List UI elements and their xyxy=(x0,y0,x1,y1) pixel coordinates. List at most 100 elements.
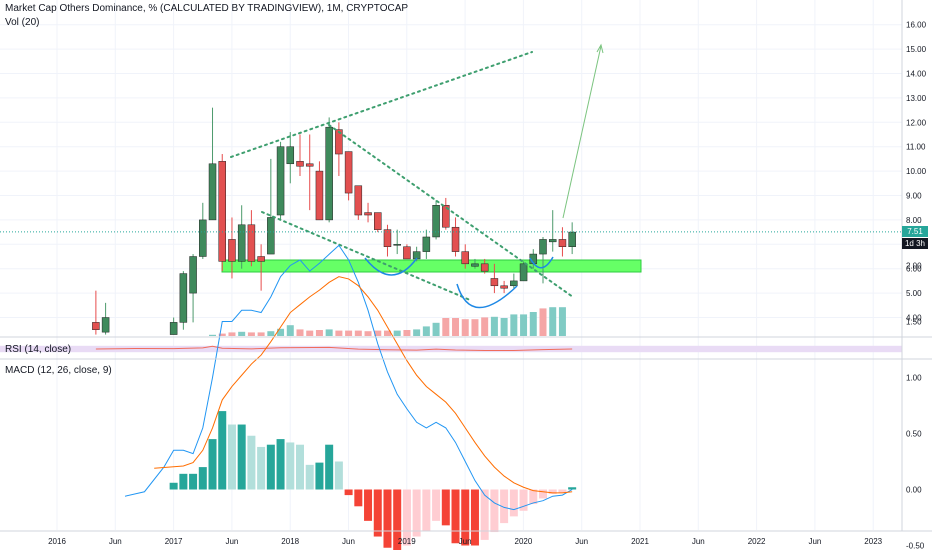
macd-histogram xyxy=(169,411,577,550)
price-tick-label: 16.00 xyxy=(906,21,927,30)
macd-histogram-bar xyxy=(500,489,509,524)
macd-axis[interactable]: 2.00 1.50 1.00 0.50 0.00 -0.50 xyxy=(906,262,925,550)
candle-body xyxy=(451,226,460,252)
candle-body xyxy=(179,273,188,323)
macd-histogram-bar xyxy=(198,467,207,490)
volume-bar xyxy=(481,317,489,336)
candle-body xyxy=(548,239,557,243)
macd-histogram-bar xyxy=(422,489,431,531)
price-tick-label: 6.00 xyxy=(906,265,922,274)
candle-body xyxy=(403,246,411,260)
price-tick-label: 10.00 xyxy=(906,167,927,176)
macd-histogram-bar xyxy=(470,489,479,546)
macd-histogram-bar xyxy=(441,489,450,526)
volume-bar xyxy=(267,331,275,336)
macd-histogram-bar xyxy=(548,489,557,494)
volume-bar xyxy=(549,307,557,336)
candle-body xyxy=(539,239,547,255)
macd-histogram-bar xyxy=(247,435,256,490)
macd-histogram-bar xyxy=(334,461,343,490)
candle-body xyxy=(208,163,217,221)
candle-body xyxy=(344,151,353,194)
price-tick-label: 13.00 xyxy=(906,94,927,103)
upper-trendline xyxy=(230,51,533,158)
price-tick-label: 5.00 xyxy=(906,289,922,298)
lower-trendline xyxy=(261,211,471,301)
macd-histogram-bar xyxy=(315,462,324,490)
candle-body xyxy=(510,280,518,287)
time-tick-label: Jun xyxy=(342,537,355,546)
volume-bar xyxy=(218,333,226,336)
vol-legend: Vol (20) xyxy=(5,17,40,28)
macd-histogram-bar xyxy=(266,444,275,490)
candle-body xyxy=(374,212,382,230)
price-tick-label: 15.00 xyxy=(906,45,927,54)
candle-body xyxy=(189,256,197,294)
macd-histogram-bar xyxy=(189,473,198,490)
macd-histogram-bar xyxy=(208,439,217,490)
pane-separators xyxy=(0,0,932,532)
candle-body xyxy=(247,224,256,262)
rsi-legend: RSI (14, close) xyxy=(5,344,72,355)
macd-histogram-bar xyxy=(169,482,178,490)
volume-bar xyxy=(422,326,430,336)
time-tick-label: 2023 xyxy=(864,537,882,546)
volume-bar xyxy=(403,330,411,336)
volume-bar xyxy=(558,307,566,336)
macd-histogram-bar xyxy=(412,489,421,537)
macd-histogram-bar xyxy=(568,487,577,490)
time-tick-label: 2021 xyxy=(631,537,649,546)
time-tick-label: 2020 xyxy=(515,537,533,546)
candlesticks xyxy=(92,107,576,335)
volume-bar xyxy=(238,331,246,336)
pattern-curve-right xyxy=(529,256,554,269)
macd-histogram-bar xyxy=(218,411,227,490)
rsi-band-fill xyxy=(0,345,902,353)
macd-histogram-bar xyxy=(383,489,392,548)
candle-body xyxy=(237,224,246,262)
rsi-line xyxy=(95,345,573,351)
candle-body xyxy=(92,322,100,330)
volume-bar xyxy=(490,316,498,336)
macd-histogram-bar xyxy=(373,489,382,537)
macd-histogram-bar xyxy=(519,489,528,511)
macd-histogram-bar xyxy=(509,489,518,517)
macd-histogram-bar xyxy=(461,489,470,546)
macd-histogram-bar xyxy=(558,489,567,493)
volume-bars xyxy=(209,307,566,336)
trend-drawings xyxy=(0,43,902,309)
candle-body xyxy=(199,219,207,257)
volume-bar xyxy=(286,325,294,336)
macd-histogram-bar xyxy=(257,446,266,490)
candle-body xyxy=(257,256,265,262)
volume-bar xyxy=(393,330,401,336)
candle-body xyxy=(325,126,333,221)
macd-histogram-bar xyxy=(325,444,334,490)
candle-body xyxy=(422,236,431,252)
candle-body xyxy=(267,217,275,255)
time-tick-label: Jun xyxy=(225,537,238,546)
candle-body xyxy=(286,146,295,165)
candle-body xyxy=(276,146,285,216)
price-axis[interactable]: 4.005.006.007.008.009.0010.0011.0012.001… xyxy=(906,21,927,323)
volume-bar xyxy=(354,330,362,336)
time-tick-label: Jun xyxy=(692,537,705,546)
candle-body xyxy=(296,161,304,167)
time-tick-label: Jun xyxy=(808,537,821,546)
macd-histogram-bar xyxy=(354,489,363,507)
time-tick-label: Jun xyxy=(109,537,122,546)
time-tick-label: 2017 xyxy=(165,537,183,546)
time-axis[interactable]: 2016 Jun 2017 Jun 2018 Jun 2019 Jun 2020 Jun 2021 J… xyxy=(48,537,883,546)
price-tick-label: 4.00 xyxy=(906,314,922,323)
price-tick-label: 14.00 xyxy=(906,70,927,79)
macd-histogram-bar xyxy=(305,464,314,490)
macd-tick-label: 0.50 xyxy=(906,430,922,439)
candle-body xyxy=(471,263,479,267)
time-tick-label: 2016 xyxy=(48,537,66,546)
rsi-series-line xyxy=(95,345,573,351)
macd-histogram-bar xyxy=(393,489,402,550)
volume-bar xyxy=(461,319,469,336)
volume-bar xyxy=(247,332,255,336)
macd-histogram-bar xyxy=(227,424,236,490)
